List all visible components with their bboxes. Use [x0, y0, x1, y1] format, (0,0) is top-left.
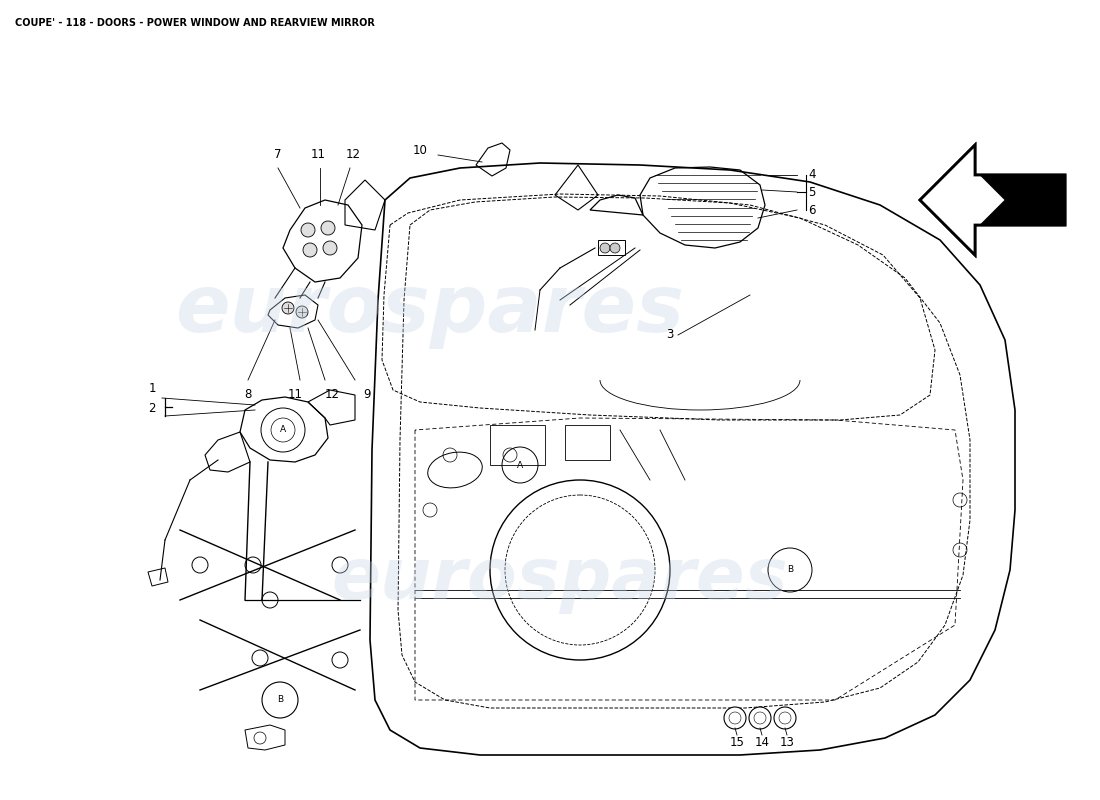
Circle shape	[724, 707, 746, 729]
Circle shape	[282, 302, 294, 314]
Circle shape	[302, 243, 317, 257]
Bar	[490, 425, 544, 465]
Circle shape	[301, 223, 315, 237]
Circle shape	[774, 707, 796, 729]
Circle shape	[323, 241, 337, 255]
Polygon shape	[920, 145, 1065, 255]
Text: 1: 1	[148, 382, 156, 394]
Text: 12: 12	[324, 389, 340, 402]
Text: eurospares: eurospares	[176, 271, 684, 349]
Circle shape	[321, 221, 336, 235]
Text: A: A	[517, 461, 524, 470]
Text: 11: 11	[310, 149, 326, 162]
Polygon shape	[920, 145, 1065, 255]
Circle shape	[332, 652, 348, 668]
Text: 5: 5	[808, 186, 816, 198]
Text: 3: 3	[667, 329, 673, 342]
Text: 2: 2	[148, 402, 156, 414]
Text: 12: 12	[345, 149, 361, 162]
Text: B: B	[277, 695, 283, 705]
Circle shape	[245, 557, 261, 573]
Text: 11: 11	[287, 389, 303, 402]
Bar	[565, 425, 610, 460]
Circle shape	[296, 306, 308, 318]
Text: 7: 7	[274, 149, 282, 162]
Circle shape	[254, 732, 266, 744]
Text: 10: 10	[412, 143, 428, 157]
Circle shape	[600, 243, 610, 253]
Circle shape	[192, 557, 208, 573]
Circle shape	[262, 592, 278, 608]
Text: 15: 15	[729, 735, 745, 749]
Text: A: A	[279, 426, 286, 434]
Text: 4: 4	[808, 169, 816, 182]
Text: 6: 6	[808, 203, 816, 217]
Text: B: B	[786, 566, 793, 574]
Circle shape	[749, 707, 771, 729]
Text: 8: 8	[244, 389, 252, 402]
Circle shape	[610, 243, 620, 253]
Text: eurospares: eurospares	[331, 546, 789, 614]
Text: 13: 13	[780, 735, 794, 749]
Text: 9: 9	[363, 389, 371, 402]
Text: COUPE' - 118 - DOORS - POWER WINDOW AND REARVIEW MIRROR: COUPE' - 118 - DOORS - POWER WINDOW AND …	[15, 18, 375, 28]
Polygon shape	[980, 175, 1065, 225]
Text: 14: 14	[755, 735, 770, 749]
Circle shape	[332, 557, 348, 573]
Circle shape	[252, 650, 268, 666]
